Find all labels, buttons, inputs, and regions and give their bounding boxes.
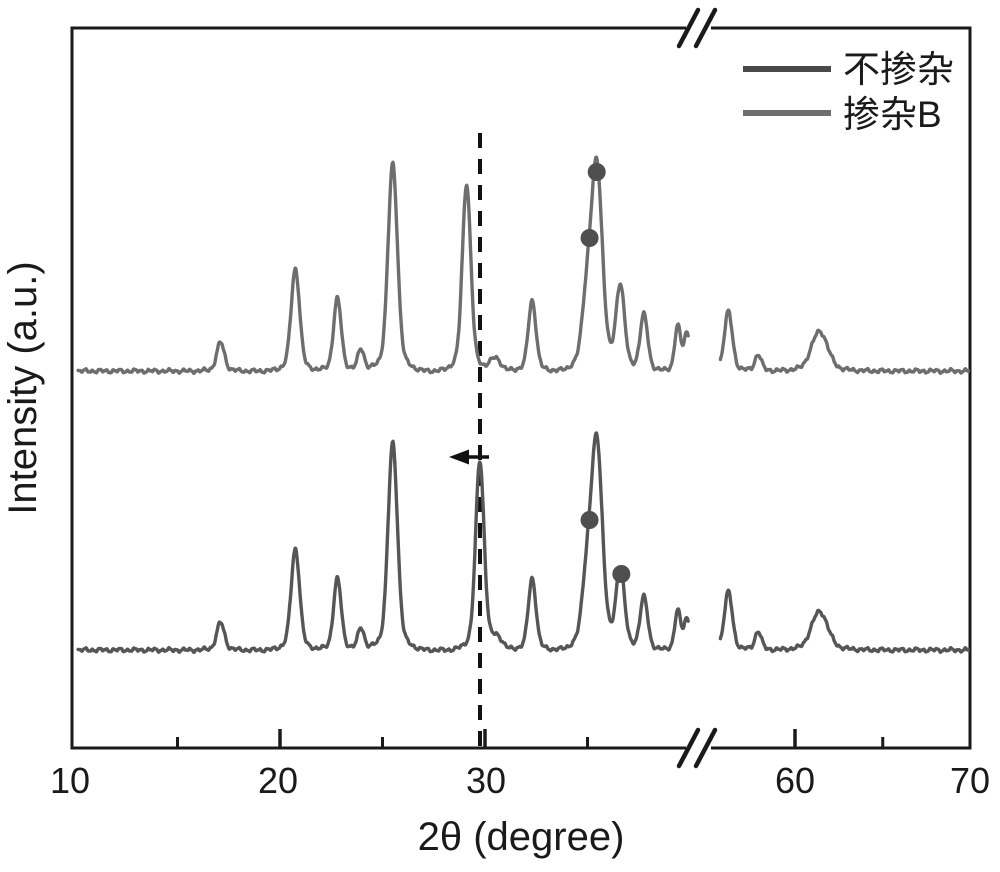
tick-label-10: 10 [50,760,90,801]
arrow-head-icon [449,449,469,465]
peak-marker-dot [580,511,599,529]
tick-label-60: 60 [775,760,815,801]
peak-marker-dot [580,229,599,247]
legend-label-doped-b: 掺杂B [843,94,942,135]
x-axis-tick-labels: 10 20 30 60 70 [50,760,990,801]
axis-break-slash-top-1 [676,7,701,49]
peak-marker-dot [587,163,606,181]
legend-label-undoped: 不掺杂 [843,49,954,90]
xrd-trace-doped-b [76,155,971,375]
axis-break-marks [676,7,718,769]
x-axis-title: 2θ (degree) [418,815,625,859]
axis-break-slash-top-2 [693,7,718,49]
y-axis-title: Intensity (a.u.) [1,261,45,514]
xrd-trace-undoped [76,431,971,654]
legend: 不掺杂 掺杂B [743,49,954,135]
xrd-traces [76,155,971,654]
tick-label-70: 70 [950,760,990,801]
peak-marker-dot [612,565,631,583]
tick-label-30: 30 [466,760,506,801]
peak-shift-arrow [449,449,489,465]
tick-label-20: 20 [258,760,298,801]
x-axis-ticks [176,729,885,748]
axis-break-slash-bottom-2 [693,727,718,769]
axis-break-slash-bottom-1 [676,727,701,769]
plot-frame [70,26,972,750]
